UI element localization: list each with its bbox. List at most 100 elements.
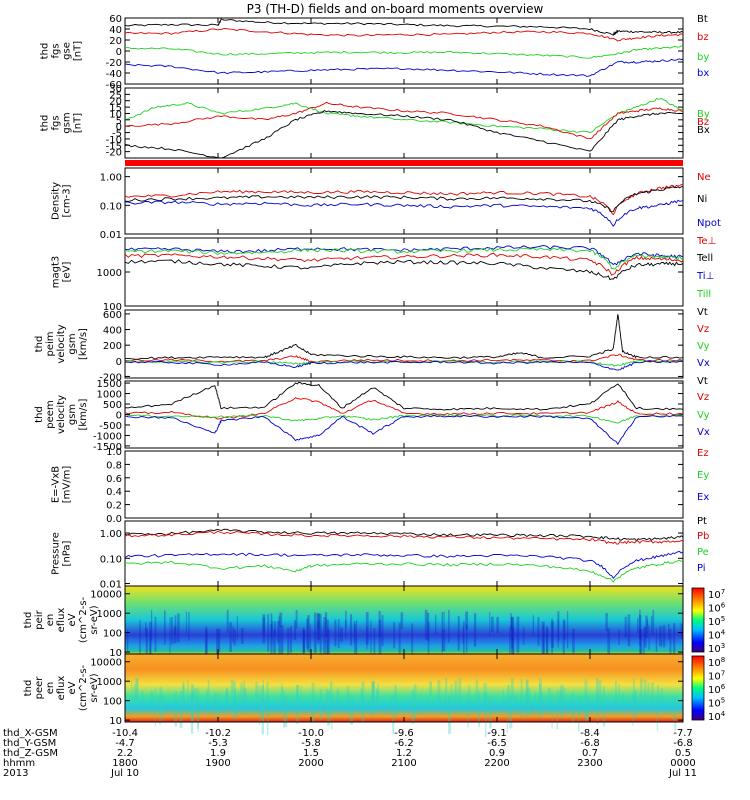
legend-entry: Vy [697, 410, 710, 421]
spectrogram-texture [149, 629, 151, 671]
spectrogram-texture [190, 695, 194, 734]
spectrogram-texture [646, 619, 649, 635]
spectrogram-texture [295, 610, 298, 629]
panel-frame [124, 87, 684, 159]
spectrogram-texture [534, 691, 537, 713]
figure-title: P3 (TH-D) fields and on-board moments ov… [247, 2, 544, 16]
y-axis-label: [nT] [73, 113, 84, 133]
spectrogram-texture [262, 614, 266, 644]
spectrogram-texture [578, 695, 580, 732]
y-tick-label: 500 [103, 400, 122, 411]
spectrogram-texture [507, 685, 510, 708]
spectrogram-texture [496, 617, 499, 634]
y-axis-label: eV [67, 613, 78, 626]
ephemeris-value: -8.4 [580, 728, 600, 739]
spectrogram-texture [270, 613, 273, 637]
spectrogram-texture [141, 690, 144, 710]
ephemeris-value: 2300 [577, 758, 602, 769]
spectrogram-texture [173, 626, 177, 644]
spectrogram-texture [355, 620, 358, 661]
spectrogram-texture [639, 609, 641, 646]
legend-entry: Bx [697, 125, 710, 136]
spectrogram-texture [279, 612, 283, 628]
y-axis-label: [cm-3] [62, 184, 73, 217]
legend-entry: Ni [697, 194, 707, 205]
spectrogram-texture [238, 689, 240, 711]
y-tick-label: 25 [109, 90, 122, 101]
ephemeris-value: 1900 [205, 758, 230, 769]
spectrogram-texture [327, 629, 330, 661]
spectrogram-texture [538, 683, 542, 719]
spectrogram-texture [660, 687, 663, 704]
spectrogram-texture [206, 688, 209, 705]
spectrogram-texture [293, 620, 297, 641]
spectrogram-texture [287, 627, 290, 657]
ephemeris-value: -6.2 [394, 738, 414, 749]
series-line-Te⊥ [124, 252, 684, 276]
legend-entry: Vy [697, 341, 710, 352]
series-line-Bz [124, 101, 684, 140]
spectrogram-texture [509, 626, 511, 665]
y-axis-label: thd [23, 612, 34, 629]
spectrogram-texture [311, 682, 315, 723]
spectrogram-texture [177, 613, 180, 642]
y-axis-label: en [45, 614, 56, 627]
spectrogram-texture [225, 689, 229, 710]
y-tick-label: -60 [106, 80, 122, 91]
ephemeris-value: 0000 [670, 758, 695, 769]
spectrogram-texture [233, 629, 236, 646]
spectrogram-texture [284, 695, 288, 728]
y-tick-label: 20 [109, 97, 122, 108]
ephemeris-value: 2.2 [117, 748, 133, 759]
legend-entry: Bt [697, 14, 708, 25]
y-axis-label: thd [34, 406, 45, 423]
spectrogram-texture [353, 621, 356, 643]
spectrogram-texture [317, 613, 320, 630]
spectrogram-texture [598, 680, 602, 710]
spectrogram-texture [163, 610, 166, 645]
spectrogram-texture [179, 690, 183, 729]
spectrogram-texture [657, 685, 659, 706]
ephemeris-label: thd_Z-GSM [3, 748, 58, 759]
spectrogram-texture [170, 617, 173, 645]
y-axis-label: peim [45, 331, 56, 356]
spectrogram-texture [458, 678, 462, 705]
y-axis-label: eV [67, 681, 78, 694]
spectrogram-texture [516, 616, 520, 653]
series-line-Ti⊥ [124, 245, 684, 266]
panel-frame [124, 309, 684, 379]
spectrogram-texture [218, 628, 221, 653]
legend-entry: Pi [697, 563, 706, 574]
colorbar-tick-label: 107 [708, 670, 725, 683]
legend-entry: Pt [697, 516, 707, 527]
spectrogram-texture [618, 683, 620, 700]
spectrogram-texture [131, 679, 133, 700]
spectrogram-texture [232, 626, 234, 643]
ephemeris-label: 2013 [3, 768, 28, 779]
spectrogram-texture [587, 697, 589, 721]
spectrogram-texture [331, 694, 333, 730]
y-axis-label: thd [34, 336, 45, 353]
spectrogram-texture [390, 693, 392, 714]
y-tick-label: 20 [109, 36, 122, 47]
spectrogram-texture [185, 611, 187, 634]
spectrogram-texture [317, 613, 321, 640]
spectrogram-texture [259, 685, 261, 725]
series-line-Vz [124, 353, 684, 363]
y-tick-label: 0.6 [106, 474, 122, 485]
spectrogram-texture [450, 683, 453, 706]
y-axis-label: sr-eV) [89, 673, 100, 702]
spectrogram-texture [475, 679, 479, 698]
y-tick-label: 1.0 [106, 447, 122, 458]
spectrogram-texture [262, 680, 264, 696]
spectrogram-texture [197, 696, 199, 733]
spectrogram-texture [372, 682, 375, 707]
y-tick-label: 100 [103, 302, 122, 313]
spectrogram-texture [336, 689, 340, 712]
ephemeris-value: -6.5 [487, 738, 507, 749]
spectrogram-texture [281, 682, 283, 709]
spectrogram-texture [443, 611, 445, 632]
y-axis-label: [mV/m] [62, 466, 73, 504]
y-tick-label: 100 [103, 629, 122, 640]
